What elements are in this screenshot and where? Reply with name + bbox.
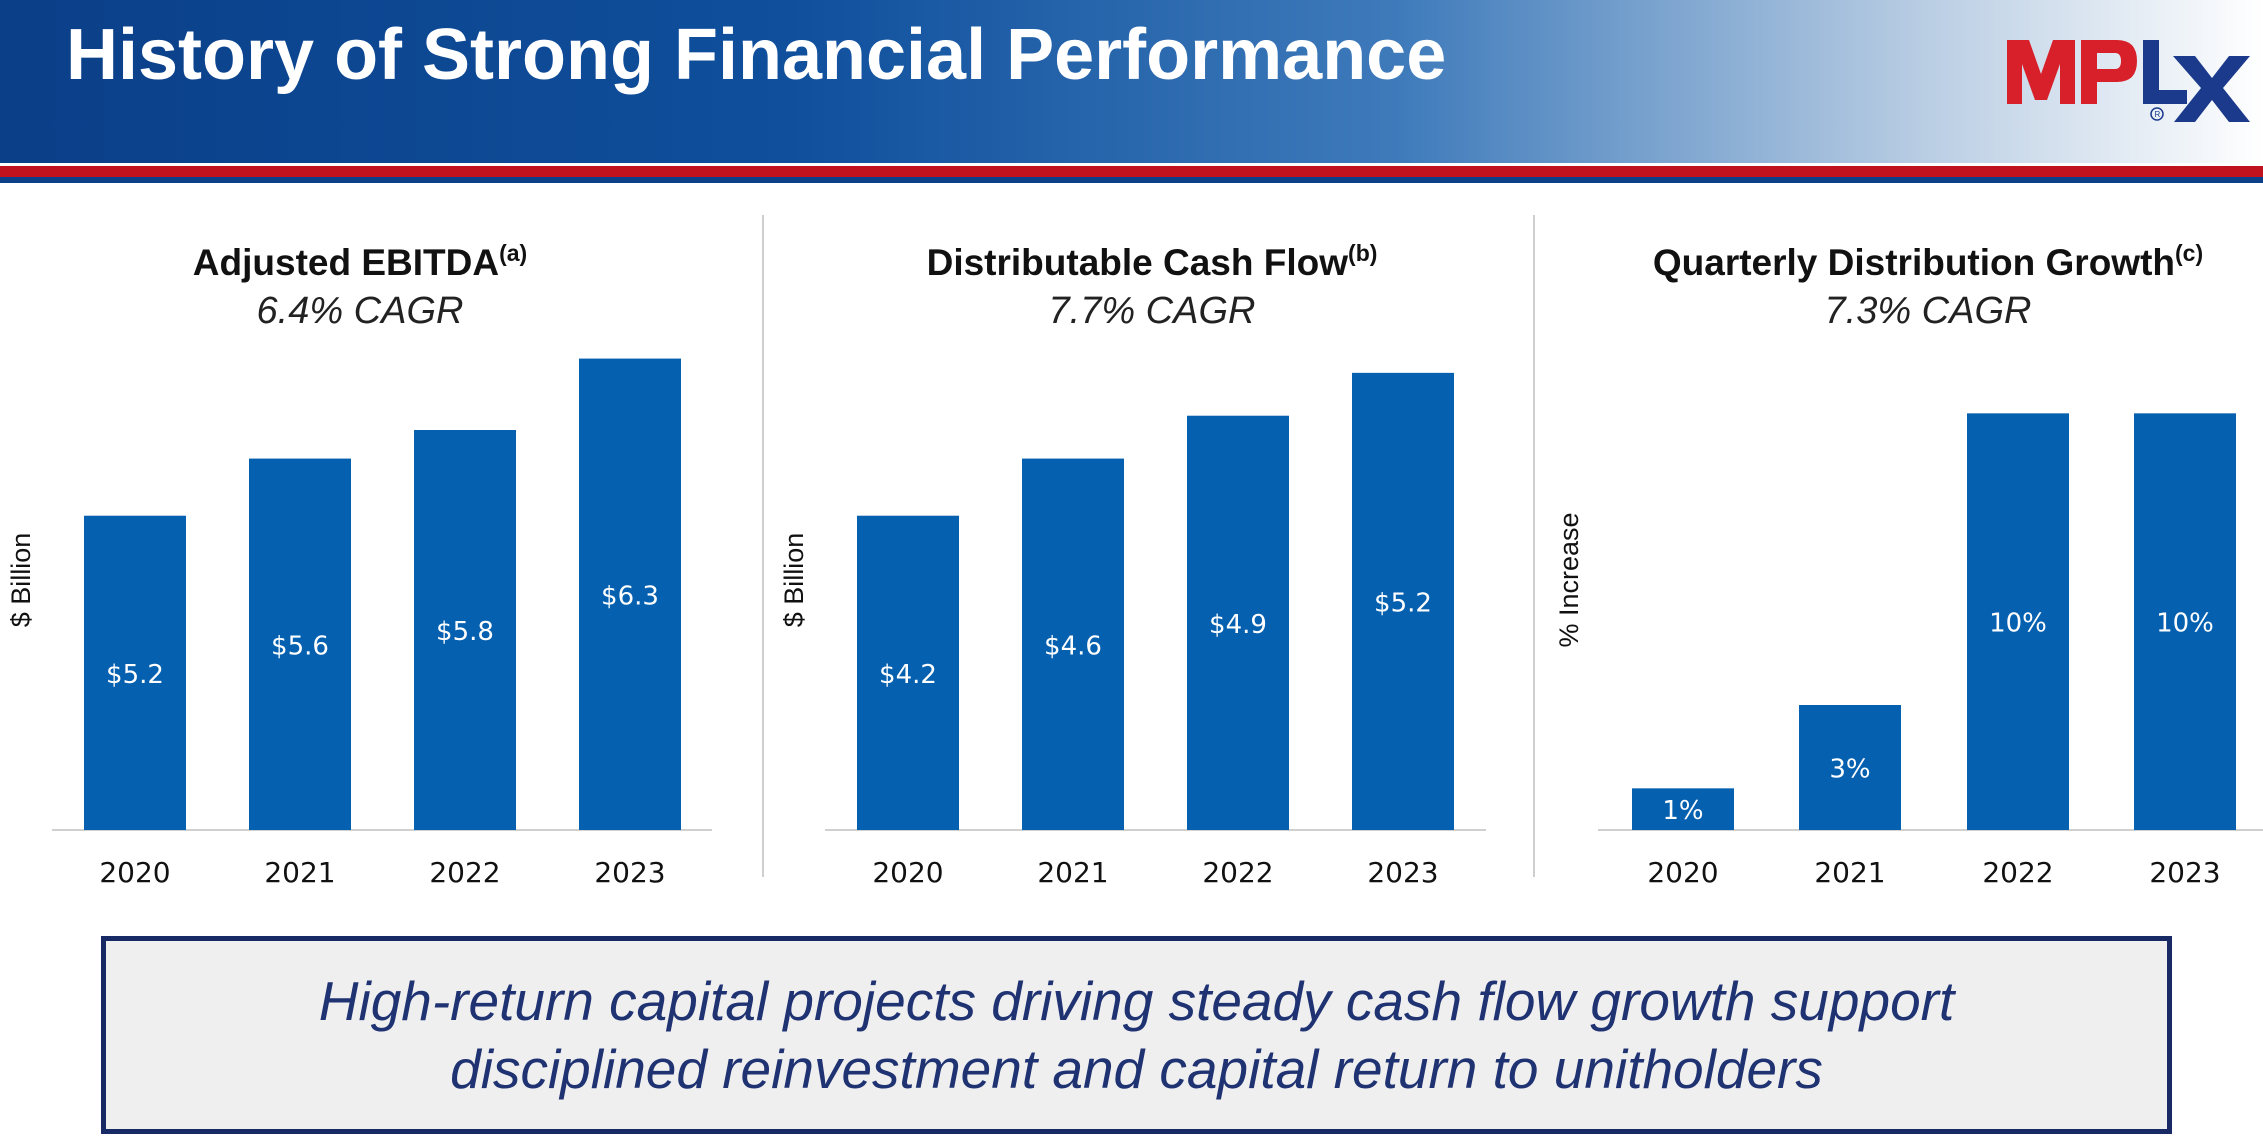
- x-tick-label: 2023: [594, 856, 665, 889]
- title-banner: History of Strong Financial Performance: [0, 0, 2263, 163]
- x-tick-label: 2021: [1814, 856, 1885, 889]
- footnote-marker: (c): [2175, 240, 2204, 266]
- x-tick-label: 2023: [2149, 856, 2220, 889]
- x-tick-label: 2020: [872, 856, 943, 889]
- bar: [414, 430, 516, 830]
- x-tick-label: 2020: [1647, 856, 1718, 889]
- data-label: $5.2: [106, 660, 164, 690]
- bar: [2134, 413, 2236, 830]
- footnote-marker: (a): [499, 240, 528, 266]
- page-title: History of Strong Financial Performance: [66, 15, 1447, 95]
- x-tick-label: 2022: [1982, 856, 2053, 889]
- data-label: 3%: [1829, 755, 1870, 785]
- y-axis-label: $ Billion: [6, 533, 36, 628]
- data-label: $5.8: [436, 617, 494, 647]
- bar: [1352, 372, 1454, 830]
- bar-charts: $ Billion $5.2 2020 $5.6 2021 $5.8 2022 $6.3 202…: [6, 358, 2263, 889]
- y-axis-label: % Increase: [1554, 512, 1584, 647]
- x-tick-label: 2023: [1367, 856, 1438, 889]
- x-tick-label: 2022: [429, 856, 500, 889]
- data-label: 10%: [2156, 609, 2214, 639]
- bar: [1967, 413, 2069, 830]
- panel-divider: [762, 215, 764, 877]
- data-label: $4.6: [1044, 631, 1102, 661]
- bar: [857, 515, 959, 830]
- bar: [579, 358, 681, 830]
- panel-distributable-cash-flow: Distributable Cash Flow(b) 7.7% CAGR: [772, 0, 1532, 900]
- data-label: $4.9: [1209, 610, 1267, 640]
- chart-subtitle: 6.4% CAGR: [256, 290, 464, 332]
- panel-divider: [1533, 215, 1535, 877]
- red-stripe: [0, 166, 2263, 177]
- bar: [84, 515, 186, 830]
- chart-title: Quarterly Distribution Growth(c): [1652, 240, 2204, 283]
- panel-quarterly-distribution-growth: Quarterly Distribution Growth(c) 7.3% CA…: [1540, 0, 2263, 900]
- mplx-logo: R: [2007, 40, 2250, 122]
- data-label: 10%: [1989, 609, 2047, 639]
- chart-title: Adjusted EBITDA(a): [192, 240, 528, 283]
- y-axis-label: $ Billion: [779, 533, 809, 628]
- takeaway-line-2: disciplined reinvestment and capital ret…: [450, 1038, 1823, 1100]
- chart-subtitle: 7.7% CAGR: [1048, 290, 1256, 332]
- bar: [249, 458, 351, 830]
- takeaway-line-1: High-return capital projects driving ste…: [318, 970, 1955, 1032]
- bar: [1022, 458, 1124, 830]
- panel-adjusted-ebitda: Adjusted EBITDA(a) 6.4% CAGR: [0, 0, 720, 900]
- data-label: $4.2: [879, 660, 937, 690]
- chart-subtitle: 7.3% CAGR: [1824, 290, 2032, 332]
- data-label: 1%: [1662, 796, 1703, 826]
- footnote-marker: (b): [1348, 240, 1378, 266]
- data-label: $5.6: [271, 631, 329, 661]
- chart-title: Distributable Cash Flow(b): [926, 240, 1378, 283]
- x-tick-label: 2020: [99, 856, 170, 889]
- bar: [1632, 788, 1734, 830]
- bar: [1799, 705, 1901, 830]
- data-label: $5.2: [1374, 588, 1432, 618]
- x-tick-label: 2021: [1037, 856, 1108, 889]
- x-tick-label: 2021: [264, 856, 335, 889]
- x-tick-label: 2022: [1202, 856, 1273, 889]
- data-label: $6.3: [601, 581, 659, 611]
- svg-text:R: R: [2155, 110, 2161, 119]
- takeaway-box: High-return capital projects driving ste…: [101, 936, 2172, 1134]
- blue-stripe: [0, 177, 2263, 183]
- bar: [1187, 415, 1289, 830]
